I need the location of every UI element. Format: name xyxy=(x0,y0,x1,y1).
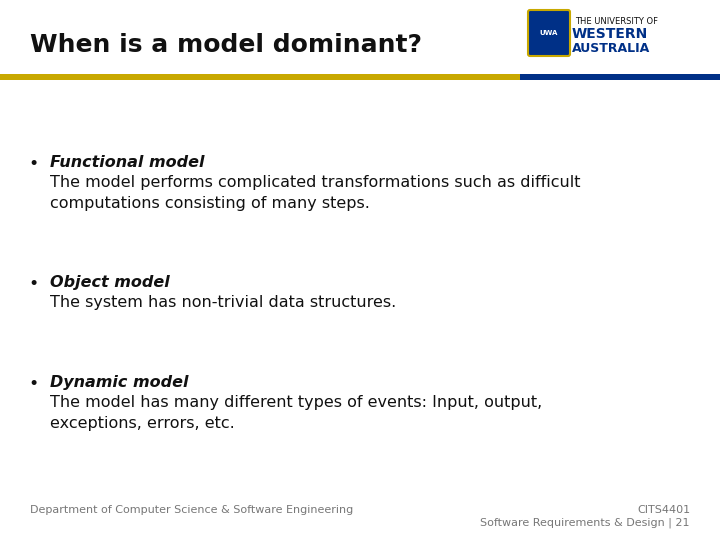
Text: •: • xyxy=(28,155,38,173)
Text: WESTERN: WESTERN xyxy=(572,27,648,41)
Text: The system has non-trivial data structures.: The system has non-trivial data structur… xyxy=(50,295,396,310)
Text: AUSTRALIA: AUSTRALIA xyxy=(572,42,650,55)
Text: Department of Computer Science & Software Engineering: Department of Computer Science & Softwar… xyxy=(30,505,354,515)
Text: Software Requirements & Design | 21: Software Requirements & Design | 21 xyxy=(480,518,690,529)
Bar xyxy=(520,74,720,80)
Text: The model performs complicated transformations such as difficult
computations co: The model performs complicated transform… xyxy=(50,175,580,211)
Bar xyxy=(0,74,520,80)
FancyBboxPatch shape xyxy=(528,10,570,56)
Text: Object model: Object model xyxy=(50,275,170,290)
Text: CITS4401: CITS4401 xyxy=(637,505,690,515)
Text: Functional model: Functional model xyxy=(50,155,204,170)
Text: When is a model dominant?: When is a model dominant? xyxy=(30,33,422,57)
Text: •: • xyxy=(28,375,38,393)
Text: •: • xyxy=(28,275,38,293)
Text: Dynamic model: Dynamic model xyxy=(50,375,189,390)
Text: UWA: UWA xyxy=(540,30,558,36)
Text: The model has many different types of events: Input, output,
exceptions, errors,: The model has many different types of ev… xyxy=(50,395,542,431)
Text: THE UNIVERSITY OF: THE UNIVERSITY OF xyxy=(575,17,658,26)
